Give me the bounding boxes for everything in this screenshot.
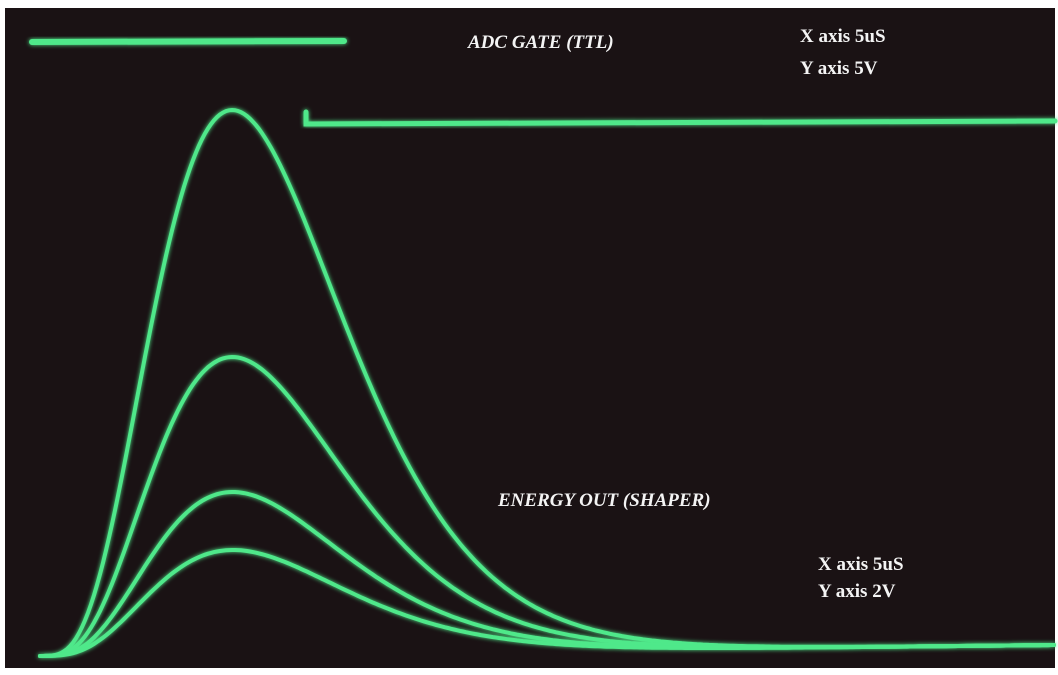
oscilloscope: ADC GATE (TTL) X axis 5uS Y axis 5V ENER… — [0, 0, 1058, 675]
shaper-scale-y: Y axis 2V — [818, 581, 896, 602]
gate-scale-y: Y axis 5V — [800, 58, 878, 79]
gate-high — [32, 41, 344, 42]
gate-scale-x: X axis 5uS — [800, 26, 886, 47]
shaper-title: ENERGY OUT (SHAPER) — [497, 490, 711, 511]
shaper-scale-x: X axis 5uS — [818, 554, 904, 575]
gate-title: ADC GATE (TTL) — [467, 32, 614, 53]
